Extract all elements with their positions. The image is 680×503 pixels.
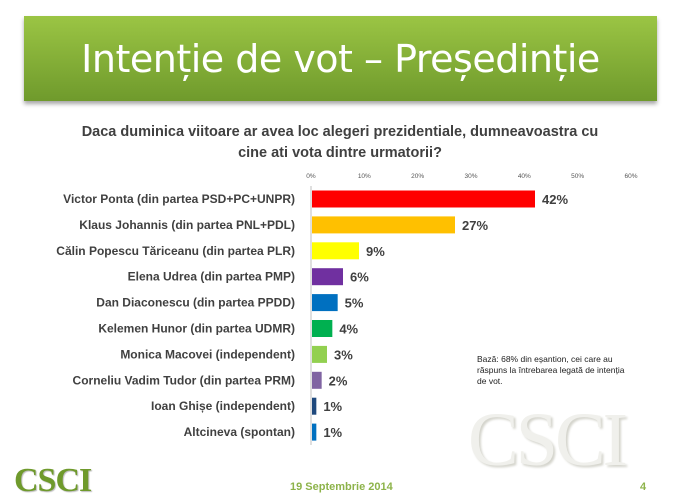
data-label: 3% <box>334 347 353 362</box>
axis-tick-label: 0% <box>306 173 316 180</box>
axis-tick-label: 30% <box>464 173 477 180</box>
data-label: 6% <box>350 270 369 285</box>
category-label: Călin Popescu Tăriceanu (din partea PLR) <box>56 244 295 258</box>
base-note: Bază: 68% din eșantion, cei care au răsp… <box>477 354 625 386</box>
csci-logo: CSCI <box>14 462 92 499</box>
data-label: 1% <box>323 425 342 440</box>
category-label: Klaus Johannis (din partea PNL+PDL) <box>79 218 295 232</box>
bar <box>312 190 535 208</box>
csci-watermark-logo: CSCI <box>468 398 628 482</box>
bar <box>312 423 317 441</box>
data-label: 9% <box>366 244 385 259</box>
bar <box>312 320 333 337</box>
chart-title: Daca duminica viitoare ar avea loc alege… <box>81 124 599 161</box>
category-label: Monica Macovei (independent) <box>120 347 295 361</box>
data-label: 2% <box>329 373 348 388</box>
category-label: Dan Diaconescu (din partea PPDD) <box>96 296 295 310</box>
bar <box>312 345 327 363</box>
axis-tick-label: 50% <box>571 173 584 180</box>
title-banner: Intenție de vot – Președinție <box>24 16 657 101</box>
data-label: 5% <box>345 296 364 311</box>
data-label: 27% <box>462 218 488 233</box>
axis-tick-label: 20% <box>411 173 424 180</box>
slide-title: Intenție de vot – Președinție <box>81 36 600 81</box>
axis-tick-label: 40% <box>518 173 531 180</box>
footer-date: 19 Septembrie 2014 <box>290 481 393 493</box>
category-label: Elena Udrea (din partea PMP) <box>128 270 295 284</box>
category-label: Ioan Ghișe (independent) <box>151 399 295 413</box>
category-label: Corneliu Vadim Tudor (din partea PRM) <box>73 373 295 387</box>
bar <box>312 268 343 286</box>
category-label: Altcineva (spontan) <box>184 425 295 439</box>
bar <box>312 371 322 389</box>
axis-tick-label: 10% <box>358 173 371 180</box>
category-label: Kelemen Hunor (din partea UDMR) <box>98 322 295 336</box>
page-number: 4 <box>640 481 647 493</box>
axis-tick-label: 60% <box>624 173 637 180</box>
data-label: 4% <box>339 322 358 337</box>
data-label: 1% <box>323 399 342 414</box>
category-label: Victor Ponta (din partea PSD+PC+UNPR) <box>63 192 295 206</box>
bar <box>312 216 455 234</box>
data-label: 42% <box>542 192 568 207</box>
bar <box>312 397 317 415</box>
bar <box>312 294 338 312</box>
bar <box>312 242 359 260</box>
